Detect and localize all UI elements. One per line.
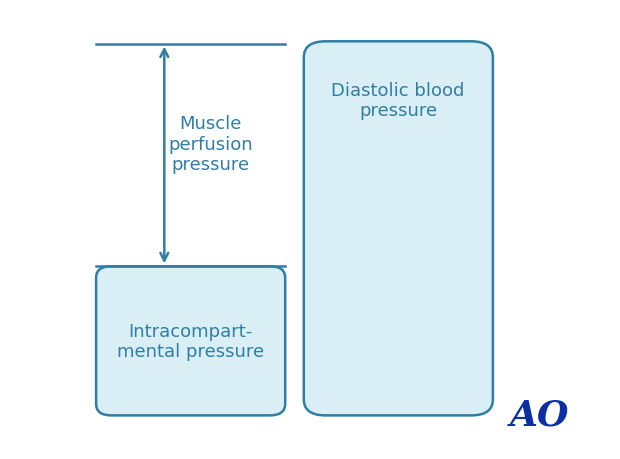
Text: Intracompart-
mental pressure: Intracompart- mental pressure xyxy=(117,323,264,361)
Text: AO: AO xyxy=(510,398,569,432)
Text: Muscle
perfusion
pressure: Muscle perfusion pressure xyxy=(169,115,253,174)
FancyBboxPatch shape xyxy=(304,41,493,415)
FancyBboxPatch shape xyxy=(96,266,285,415)
Text: Diastolic blood
pressure: Diastolic blood pressure xyxy=(331,82,465,120)
